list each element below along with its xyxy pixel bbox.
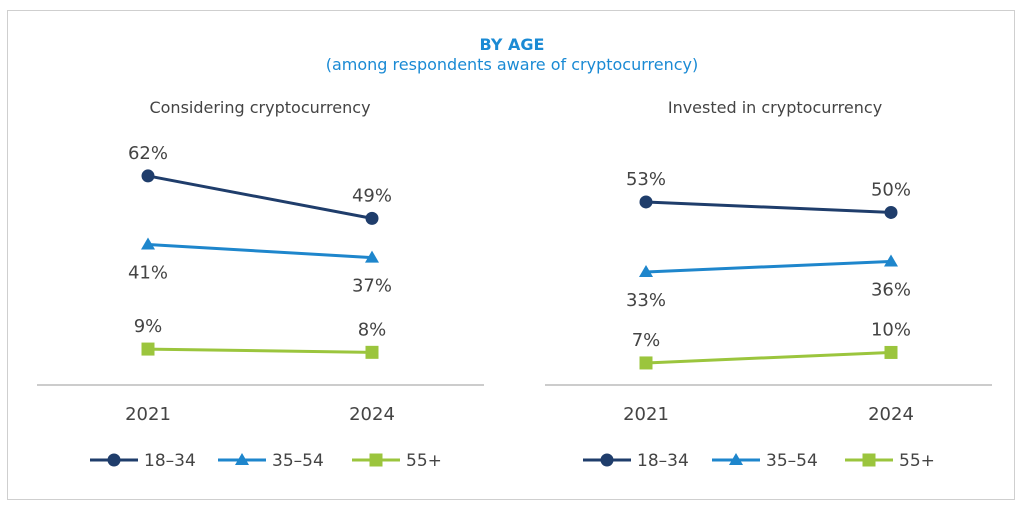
- data-label: 41%: [128, 263, 168, 284]
- series-line-2: [645, 350, 892, 365]
- series-line-0: [645, 200, 892, 214]
- data-point: [141, 237, 155, 250]
- data-point: [639, 195, 653, 209]
- data-label: 8%: [358, 319, 387, 340]
- panel-title: Considering cryptocurrency: [149, 98, 370, 117]
- legend-marker: [729, 453, 743, 465]
- data-label: 9%: [134, 316, 163, 337]
- legend-marker: [235, 453, 249, 465]
- legend-label: 55+: [899, 451, 935, 471]
- legend-marker: [600, 453, 614, 467]
- data-label: 53%: [626, 169, 666, 190]
- data-label: 49%: [352, 185, 392, 206]
- legend-marker: [369, 453, 383, 467]
- legend-marker: [862, 453, 876, 467]
- x-tick-label: 2024: [868, 404, 914, 425]
- chart-frame: [7, 10, 1015, 500]
- data-point: [884, 345, 898, 359]
- legend-label: 55+: [406, 451, 442, 471]
- data-point: [639, 264, 653, 277]
- chart-title: BY AGE: [479, 35, 545, 54]
- panel-title: Invested in cryptocurrency: [668, 98, 882, 117]
- data-label: 36%: [871, 279, 911, 300]
- data-point: [365, 211, 379, 225]
- data-point: [884, 254, 898, 267]
- legend-marker: [107, 453, 121, 467]
- series-line-2: [147, 347, 373, 354]
- legend-label: 18–34: [144, 451, 196, 471]
- series-line-1: [147, 243, 373, 260]
- x-tick-label: 2024: [349, 404, 395, 425]
- data-point: [884, 205, 898, 219]
- data-point: [639, 356, 653, 370]
- data-label: 37%: [352, 276, 392, 297]
- data-label: 62%: [128, 143, 168, 164]
- data-point: [141, 342, 155, 356]
- x-tick-label: 2021: [125, 404, 171, 425]
- legend-label: 35–54: [766, 451, 818, 471]
- chart-subtitle: (among respondents aware of cryptocurren…: [325, 55, 699, 74]
- data-label: 33%: [626, 290, 666, 311]
- legend-label: 35–54: [272, 451, 324, 471]
- series-line-0: [147, 174, 373, 220]
- series-line-1: [645, 259, 892, 274]
- legend-label: 18–34: [637, 451, 689, 471]
- data-label: 50%: [871, 179, 911, 200]
- data-point: [365, 250, 379, 263]
- data-point: [365, 345, 379, 359]
- data-label: 10%: [871, 319, 911, 340]
- data-point: [141, 169, 155, 183]
- x-tick-label: 2021: [623, 404, 669, 425]
- data-label: 7%: [632, 330, 661, 351]
